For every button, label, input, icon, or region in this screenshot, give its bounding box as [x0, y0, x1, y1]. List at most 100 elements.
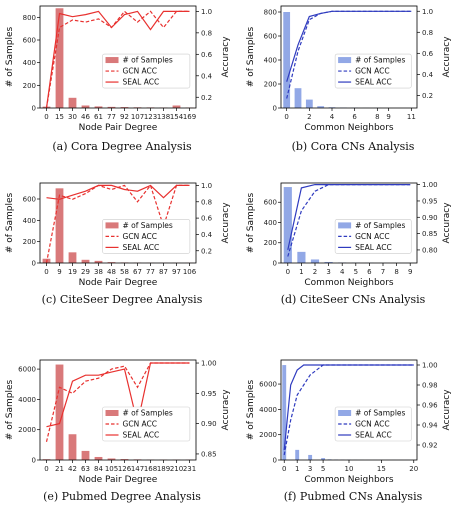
- y-right-tick-label: 0.85: [422, 230, 438, 238]
- y-left-tick-label: 2000: [18, 426, 36, 434]
- y-right-tick-label: 0.4: [422, 71, 434, 79]
- y-left-tick-label: 600: [264, 199, 277, 207]
- chart-panel: 0 21 42 63 84 105 126 147 168 189 210 231 0 2000 4000 6…: [5, 360, 231, 503]
- y-left-axis-label: # of Samples: [246, 380, 256, 441]
- legend-label: # of Samples: [123, 56, 173, 65]
- x-tick-label: 6: [367, 268, 372, 276]
- legend-swatch-bars: [105, 222, 119, 229]
- bar: [305, 99, 313, 108]
- bar: [324, 261, 333, 263]
- y-right-tick-label: 0.80: [422, 246, 438, 254]
- plot-frame: [39, 359, 197, 461]
- x-tick-label: 77: [146, 268, 155, 276]
- x-tick-label: 38: [94, 268, 103, 276]
- y-right-tick-label: 0.90: [201, 420, 217, 428]
- legend-label: SEAL ACC: [123, 243, 160, 252]
- x-axis-label: Node Pair Degree: [79, 123, 158, 133]
- x-tick-label: 107: [131, 113, 144, 121]
- legend-box: [102, 53, 191, 89]
- y-right-tick-label: 1.0: [422, 8, 433, 16]
- y-left-tick-label: 4000: [259, 406, 277, 414]
- legend-box: [102, 219, 191, 254]
- plot-frame: [39, 5, 197, 109]
- bar: [107, 106, 116, 108]
- bar: [55, 188, 64, 263]
- bar: [55, 8, 64, 109]
- bar: [172, 105, 181, 108]
- y-left-tick-label: 200: [23, 238, 36, 246]
- y-right-tick-label: 1.00: [422, 362, 438, 370]
- y-right-tick-label: 0.2: [422, 92, 433, 100]
- x-tick-label: 48: [107, 268, 116, 276]
- legend-label: SEAL ACC: [123, 78, 160, 87]
- figure-caption: (b) Cora CNs Analysis: [292, 140, 415, 153]
- legend-label: GCN ACC: [123, 232, 158, 241]
- bar: [68, 97, 77, 108]
- y-left-tick-label: 0: [273, 105, 277, 113]
- legend-label: GCN ACC: [355, 420, 390, 429]
- y-left-axis-label: # of Samples: [246, 27, 256, 88]
- y-right-axis-label: Accuracy: [221, 389, 231, 431]
- chart-panel: 0 1 2 3 4 5 6 7 8 9 0 200 400 600 0.80 0.85 0.90 0.95 1.00…: [246, 181, 452, 306]
- y-left-tick-label: 0: [32, 105, 36, 113]
- x-tick-label: 4: [340, 268, 345, 276]
- series-line: [286, 10, 412, 82]
- y-right-tick-label: 0.95: [422, 197, 438, 205]
- legend-label: SEAL ACC: [355, 78, 392, 87]
- x-tick-label: 0: [44, 268, 48, 276]
- x-tick-label: 29: [81, 268, 90, 276]
- y-left-tick-label: 800: [23, 14, 36, 22]
- legend-label: # of Samples: [355, 56, 405, 65]
- x-tick-label: 2: [313, 268, 317, 276]
- x-tick-label: 77: [107, 113, 116, 121]
- y-left-tick-label: 200: [264, 81, 277, 89]
- y-left-tick-label: 200: [264, 239, 277, 247]
- x-tick-label: 84: [94, 465, 103, 473]
- x-tick-label: 11: [407, 113, 416, 121]
- x-tick-label: 168: [144, 465, 157, 473]
- x-tick-label: 8: [375, 113, 379, 121]
- x-axis-label: Node Pair Degree: [79, 278, 158, 288]
- series-line: [46, 362, 190, 428]
- bar: [120, 107, 129, 108]
- bar: [283, 12, 291, 108]
- legend-swatch-bars: [338, 222, 352, 229]
- y-right-tick-label: 0.2: [201, 94, 212, 102]
- figure-caption: (c) CiteSeer Degree Analysis: [42, 293, 203, 306]
- x-tick-label: 97: [172, 268, 181, 276]
- y-left-tick-label: 400: [23, 59, 36, 67]
- series-line: [45, 10, 190, 109]
- y-right-tick-label: 0.6: [201, 51, 213, 59]
- y-right-axis-label: Accuracy: [221, 202, 231, 244]
- legend-label: # of Samples: [355, 409, 405, 418]
- y-right-axis-label: Accuracy: [442, 202, 452, 244]
- y-left-axis-label: # of Samples: [5, 380, 15, 441]
- legend-box: [334, 219, 412, 254]
- x-tick-label: 154: [170, 113, 184, 121]
- legend-label: # of Samples: [355, 221, 405, 230]
- bar: [81, 450, 90, 460]
- x-tick-label: 67: [133, 268, 142, 276]
- y-right-axis-label: Accuracy: [442, 389, 452, 431]
- y-right-tick-label: 0.94: [422, 422, 438, 430]
- x-tick-label: 58: [120, 268, 129, 276]
- bar: [120, 459, 129, 460]
- x-tick-label: 3: [326, 268, 330, 276]
- series-line: [45, 10, 190, 109]
- x-tick-label: 123: [144, 113, 157, 121]
- x-tick-label: 63: [81, 465, 90, 473]
- y-right-tick-label: 0.98: [422, 382, 438, 390]
- x-tick-label: 147: [131, 465, 144, 473]
- figure-caption: (f) Pubmed CNs Analysis: [284, 490, 423, 503]
- bar: [81, 105, 90, 108]
- x-tick-label: 5: [321, 465, 325, 473]
- chart-panel: 0 2 4 6 8 9 11 0 200 400 600 800 0.2 0.4 0.6 0.8 1.0 Comm…: [246, 5, 452, 153]
- y-right-tick-label: 1.0: [201, 8, 212, 16]
- y-right-tick-label: 1.00: [422, 181, 438, 189]
- bar: [107, 262, 116, 263]
- y-left-tick-label: 800: [264, 9, 277, 17]
- figure-caption: (a) Cora Degree Analysis: [52, 140, 192, 153]
- x-tick-label: 9: [386, 113, 390, 121]
- y-left-tick-label: 400: [264, 57, 277, 65]
